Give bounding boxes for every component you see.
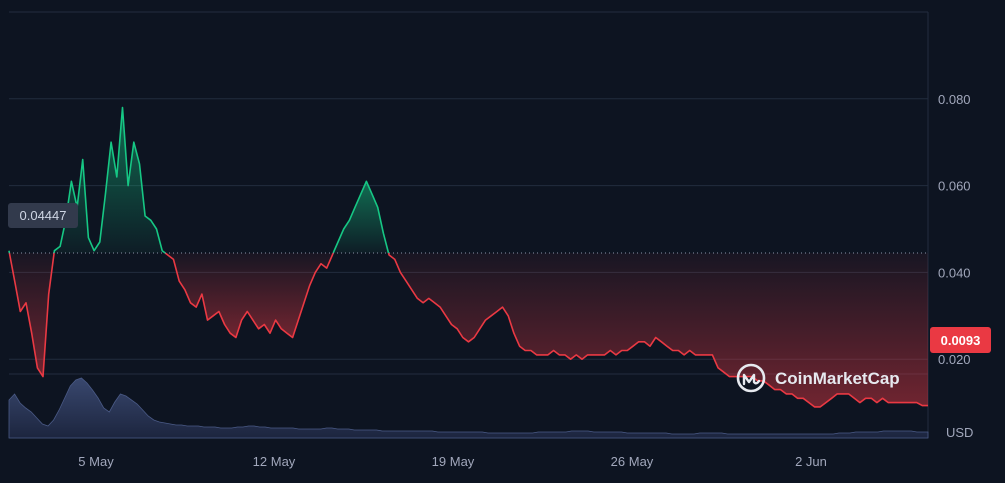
x-tick-label: 19 May — [432, 454, 475, 469]
price-area-up — [54, 107, 166, 253]
price-line-down — [164, 252, 334, 339]
current-price-label: 0.0093 — [941, 333, 981, 348]
coinmarketcap-logo: CoinMarketCap — [736, 363, 900, 393]
price-line-down — [8, 252, 55, 378]
currency-label: USD — [946, 425, 973, 440]
price-line-up — [53, 106, 166, 254]
price-area-fill — [9, 107, 928, 407]
coinmarketcap-icon — [736, 363, 766, 393]
x-tick-label: 2 Jun — [795, 454, 827, 469]
x-axis: 5 May 12 May 19 May 26 May 2 Jun — [78, 454, 827, 469]
price-line-up — [332, 180, 390, 254]
coinmarketcap-wordmark: CoinMarketCap — [775, 369, 900, 388]
price-area-down — [388, 253, 928, 407]
y-tick-label: 0.080 — [938, 92, 971, 107]
y-tick-label: 0.060 — [938, 179, 971, 194]
price-area-up — [333, 181, 389, 253]
price-line — [8, 106, 928, 408]
volume-area-shape — [8, 377, 929, 439]
price-area-down — [9, 253, 55, 377]
x-tick-label: 12 May — [253, 454, 296, 469]
price-line-down — [387, 252, 928, 408]
x-tick-label: 26 May — [611, 454, 654, 469]
price-area-down — [165, 253, 334, 338]
reference-price-badge: 0.04447 — [8, 203, 78, 228]
reference-price-label: 0.04447 — [20, 208, 67, 223]
y-axis: 0.080 0.060 0.040 0.020 — [938, 92, 971, 367]
y-tick-label: 0.020 — [938, 352, 971, 367]
x-tick-label: 5 May — [78, 454, 114, 469]
volume-area — [8, 377, 929, 439]
current-price-badge: 0.0093 — [930, 327, 991, 353]
y-tick-label: 0.040 — [938, 265, 971, 280]
